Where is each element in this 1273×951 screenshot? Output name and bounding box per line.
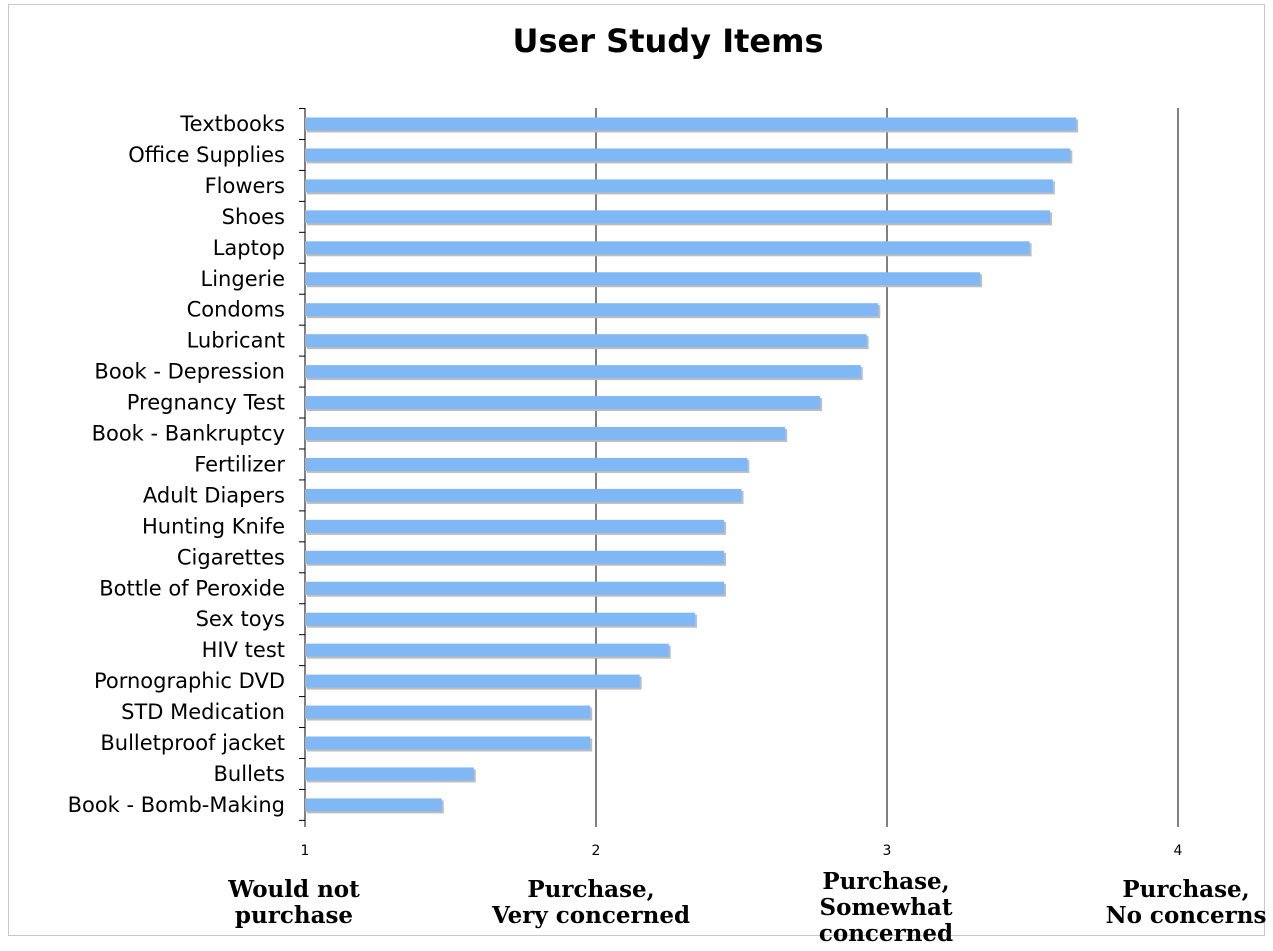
bar (305, 550, 725, 564)
category-label: Hunting Knife (142, 514, 285, 538)
scale-label: Purchase, No concerns (1106, 876, 1267, 929)
category-label: Shoes (222, 205, 285, 229)
category-label: Pornographic DVD (94, 669, 285, 693)
category-label: Bottle of Peroxide (99, 576, 285, 600)
category-label: Flowers (205, 174, 285, 198)
x-tick-label: 1 (301, 843, 310, 859)
category-label: Lingerie (201, 267, 285, 291)
category-label: Bulletproof jacket (100, 731, 285, 755)
bar (305, 365, 861, 379)
bar (305, 612, 695, 626)
bar (305, 488, 742, 502)
category-label: Fertilizer (194, 452, 285, 476)
category-label: Sex toys (196, 607, 285, 631)
category-label: HIV test (202, 638, 285, 662)
bar (305, 210, 1050, 224)
category-label: Cigarettes (177, 545, 285, 569)
scale-label: Purchase, Somewhat concerned (819, 868, 953, 947)
bar (305, 303, 879, 317)
bars (305, 117, 1079, 814)
category-label: Pregnancy Test (127, 391, 285, 415)
bar (305, 767, 474, 781)
category-label: Laptop (213, 236, 285, 260)
category-label: Book - Depression (94, 360, 285, 384)
category-label: Lubricant (187, 329, 285, 353)
bar (305, 427, 786, 440)
category-label: Book - Bomb-Making (68, 793, 285, 817)
scale-labels: Would not purchase Purchase, Very concerned… (227, 868, 1266, 947)
bar (305, 705, 591, 719)
chart-title: User Study Items (513, 22, 824, 60)
x-tick-labels: 1 2 3 4 (301, 843, 1183, 859)
bar (305, 241, 1030, 255)
category-label: Bullets (214, 762, 285, 786)
category-label: Book - Bankruptcy (92, 422, 285, 446)
category-labels: Textbooks Office Supplies Flowers Shoes Lapt… (68, 112, 286, 817)
scale-label: Purchase, Very concerned (491, 876, 690, 929)
bar (305, 643, 669, 657)
category-label: Office Supplies (128, 143, 285, 167)
bar (305, 798, 442, 812)
bar (305, 272, 981, 286)
bar (305, 736, 591, 750)
category-label: Textbooks (179, 112, 285, 136)
bar (305, 457, 748, 471)
x-tick-label: 3 (883, 843, 892, 859)
category-label: STD Medication (121, 700, 285, 724)
bar (305, 148, 1071, 162)
category-label: Condoms (187, 298, 285, 322)
category-label: Adult Diapers (143, 483, 285, 507)
bar (305, 396, 821, 410)
x-tick-label: 2 (592, 843, 601, 859)
bar (305, 519, 725, 533)
bar (305, 334, 867, 348)
bar (305, 179, 1053, 193)
x-tick-label: 4 (1174, 843, 1183, 859)
scale-label: Would not purchase (227, 876, 360, 929)
bar (305, 581, 725, 595)
bar (305, 674, 640, 688)
bar (305, 117, 1077, 131)
